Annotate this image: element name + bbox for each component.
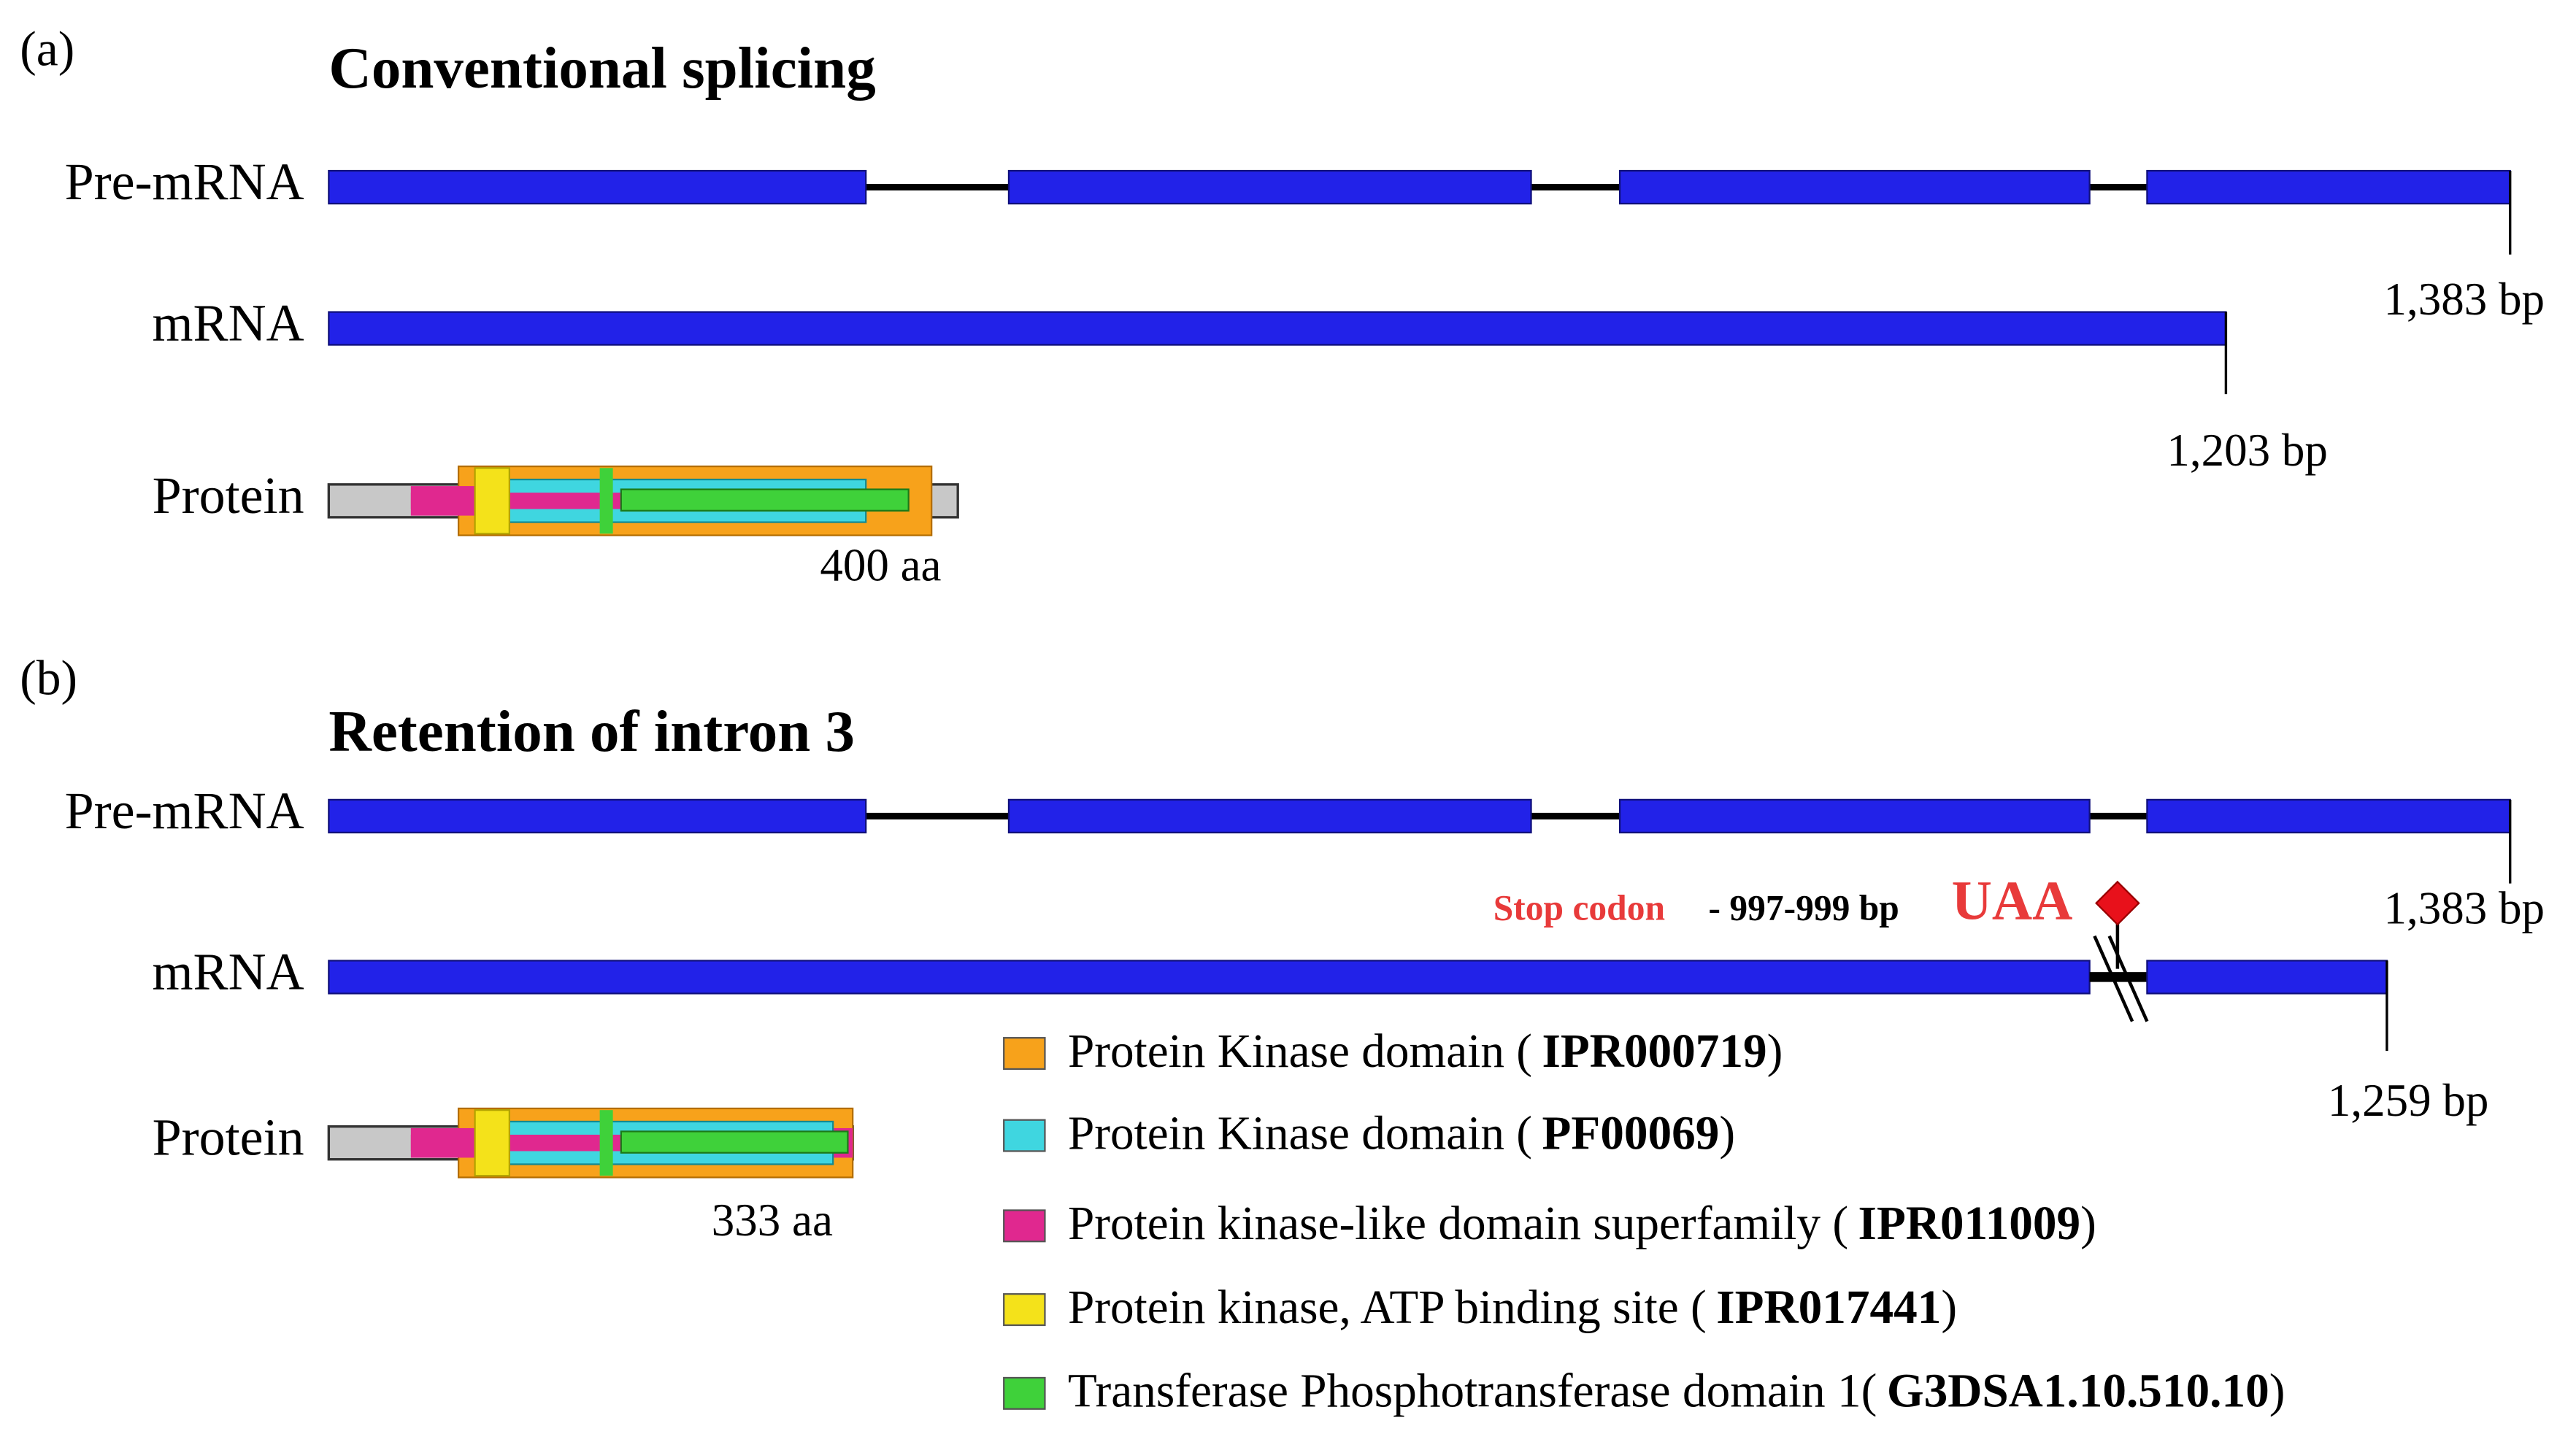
legend-text: Protein Kinase domain ( — [1068, 1107, 1532, 1160]
legend-label: Transferase Phosphotransferase domain 1(… — [1068, 1365, 2285, 1418]
row-label: mRNA — [153, 294, 304, 352]
legend-swatch — [1003, 1037, 1046, 1071]
legend-close: ) — [1767, 1025, 1783, 1078]
legend-text: Transferase Phosphotransferase domain 1( — [1068, 1365, 1877, 1418]
transferase — [620, 488, 910, 512]
length-label: 1,203 bp — [2166, 425, 2328, 476]
length-label: 1,383 bp — [2383, 274, 2545, 325]
legend-close: ) — [2080, 1198, 2096, 1250]
exon — [2146, 169, 2511, 205]
atp-site — [474, 467, 510, 535]
panel-tag: (a) — [20, 22, 74, 77]
panel-tag: (b) — [20, 651, 77, 706]
length-label: 400 aa — [820, 539, 941, 590]
legend-label: Protein kinase, ATP binding site (IPR017… — [1068, 1281, 1957, 1334]
break — [2093, 935, 2134, 1022]
exon — [1618, 798, 2091, 834]
length-label: 1,383 bp — [2383, 883, 2545, 934]
legend-swatch — [1003, 1376, 1046, 1410]
legend-id: IPR017441 — [1716, 1281, 1941, 1334]
length-label: 1,259 bp — [2328, 1075, 2489, 1126]
transferase — [620, 1130, 849, 1154]
legend-id: IPR011009 — [1858, 1198, 2081, 1250]
exon — [1007, 169, 1532, 205]
panel-title: Conventional splicing — [328, 35, 875, 101]
legend-label: Protein kinase-like domain superfamily (… — [1068, 1198, 2096, 1250]
length-label: 333 aa — [712, 1195, 833, 1246]
exon — [328, 960, 2091, 995]
exon — [328, 798, 867, 834]
legend-close: ) — [1719, 1107, 1735, 1160]
legend-label: Protein Kinase domain (IPR000719) — [1068, 1025, 1783, 1078]
legend-label: Protein Kinase domain (PF00069) — [1068, 1107, 1735, 1160]
row-label: Protein — [153, 466, 304, 525]
legend-text: Protein kinase, ATP binding site ( — [1068, 1281, 1707, 1334]
legend-swatch — [1003, 1209, 1046, 1243]
stop-codon: UAA — [1952, 870, 2073, 932]
legend-text: Protein Kinase domain ( — [1068, 1025, 1532, 1078]
exon — [1618, 169, 2091, 205]
exon — [328, 311, 2227, 346]
stop-position: - 997-999 bp — [1709, 887, 1899, 928]
legend-id: IPR000719 — [1542, 1025, 1767, 1078]
row-label: Pre-mRNA — [65, 782, 304, 840]
transferase-mark — [599, 468, 613, 534]
stop-label: Stop codon — [1493, 887, 1665, 928]
exon — [2146, 960, 2388, 995]
exon — [2146, 798, 2511, 834]
atp-site — [474, 1109, 510, 1177]
row-label: mRNA — [153, 942, 304, 1000]
row-label: Protein — [153, 1108, 304, 1167]
exon — [328, 169, 867, 205]
stop-marker — [2095, 880, 2140, 926]
break — [2107, 935, 2149, 1022]
row-label: Pre-mRNA — [65, 153, 304, 211]
legend-swatch — [1003, 1119, 1046, 1152]
legend-swatch — [1003, 1293, 1046, 1327]
panel-title: Retention of intron 3 — [328, 698, 855, 764]
exon — [1007, 798, 1532, 834]
legend-id: PF00069 — [1542, 1107, 1720, 1160]
legend-id: G3DSA1.10.510.10 — [1887, 1365, 2269, 1418]
transferase-mark — [599, 1110, 613, 1176]
legend-close: ) — [1941, 1281, 1957, 1334]
legend-close: ) — [2269, 1365, 2285, 1418]
legend-text: Protein kinase-like domain superfamily ( — [1068, 1198, 1848, 1250]
